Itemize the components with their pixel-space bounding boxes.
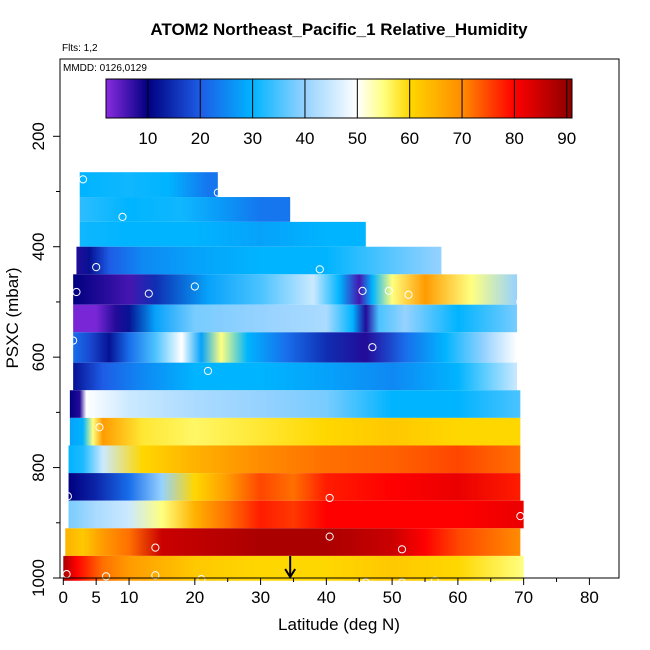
colorbar-tick-label: 20 <box>191 129 210 148</box>
sample-point <box>516 512 525 521</box>
colorbar-tick-label: 30 <box>243 129 262 148</box>
sample-point <box>361 578 370 587</box>
humidity-layer <box>79 197 291 222</box>
sample-point <box>101 572 111 581</box>
colorbar: 10 20 30 40 50 60 70 80 90 <box>105 78 576 148</box>
sample-point <box>358 286 367 295</box>
sample-point <box>384 286 393 295</box>
x-tick-label: 10 <box>120 588 139 607</box>
humidity-layer <box>68 500 524 529</box>
sample-point <box>325 532 334 541</box>
sample-point <box>69 336 78 345</box>
sample-point <box>151 543 160 552</box>
sample-point <box>404 290 413 299</box>
sample-points <box>62 175 525 587</box>
y-tick-label: 1000 <box>29 559 48 597</box>
sample-point <box>325 493 334 503</box>
latitude-marker-arrow <box>284 556 297 579</box>
humidity-layer <box>69 390 521 418</box>
colorbar-tick-label: 60 <box>400 129 419 148</box>
colorbar-tick-label: 90 <box>557 129 576 148</box>
dates-label: MMDD: 0126,0129 <box>63 63 147 74</box>
humidity-layer <box>79 172 218 198</box>
x-axis-label: Latitude (deg N) <box>278 615 400 634</box>
sample-point <box>397 545 407 554</box>
marker-head <box>284 568 297 579</box>
sample-point <box>78 175 88 184</box>
colorbar-tick-label: 50 <box>348 129 367 148</box>
humidity-layer <box>68 473 521 501</box>
y-axis: 200 400 600 800 1000 <box>29 122 60 597</box>
heatmap-layers <box>63 172 524 581</box>
humidity-layer <box>68 445 521 474</box>
x-tick-label: 70 <box>514 588 533 607</box>
sample-point <box>516 297 525 307</box>
humidity-layer <box>63 555 524 581</box>
y-tick-label: 200 <box>29 122 48 150</box>
x-axis: 0 5 10 20 30 40 50 60 70 80 <box>59 578 599 607</box>
y-axis-label: PSXC (mbar) <box>3 267 22 368</box>
chart-title: ATOM2 Northeast_Pacific_1 Relative_Humid… <box>150 20 528 39</box>
sample-point <box>92 263 101 272</box>
sample-point <box>368 343 377 352</box>
colorbar-tick-label: 40 <box>296 129 315 148</box>
humidity-layer <box>65 528 521 556</box>
x-tick-label: 0 <box>59 588 68 607</box>
colorbar-tick-label: 10 <box>138 129 157 148</box>
y-tick-label: 800 <box>29 453 48 481</box>
sample-point <box>151 571 160 580</box>
sample-point <box>203 366 213 376</box>
x-tick-label: 40 <box>317 588 336 607</box>
sample-point <box>63 492 72 501</box>
sample-point <box>430 576 439 585</box>
sample-point <box>118 212 127 222</box>
humidity-layer <box>73 274 518 305</box>
humidity-layer <box>73 362 518 391</box>
sample-point <box>95 423 104 432</box>
x-tick-label: 80 <box>580 588 599 607</box>
sample-point <box>144 289 153 298</box>
flights-label: Flts: 1,2 <box>62 43 98 54</box>
x-tick-label: 30 <box>251 588 270 607</box>
humidity-layer <box>73 332 518 363</box>
colorbar-ticks: 10 20 30 40 50 60 70 80 90 <box>138 79 576 148</box>
colorbar-gradient <box>105 78 573 119</box>
x-tick-label: 20 <box>185 588 204 607</box>
x-tick-label: 5 <box>91 588 100 607</box>
colorbar-tick-label: 80 <box>505 129 524 148</box>
sample-point <box>315 265 324 274</box>
y-tick-label: 400 <box>29 233 48 261</box>
plot-frame <box>59 58 620 579</box>
x-tick-label: 50 <box>383 588 402 607</box>
sample-point <box>197 575 206 584</box>
humidity-layer <box>76 246 442 275</box>
sample-point <box>72 287 81 297</box>
colorbar-tick-label: 70 <box>453 129 472 148</box>
humidity-layer <box>73 304 518 333</box>
x-tick-label: 60 <box>448 588 467 607</box>
humidity-layer <box>79 221 366 247</box>
y-tick-label: 600 <box>29 343 48 371</box>
sample-point <box>397 578 407 587</box>
sample-point <box>190 282 199 291</box>
humidity-layer <box>69 417 521 446</box>
sample-point <box>213 188 222 197</box>
